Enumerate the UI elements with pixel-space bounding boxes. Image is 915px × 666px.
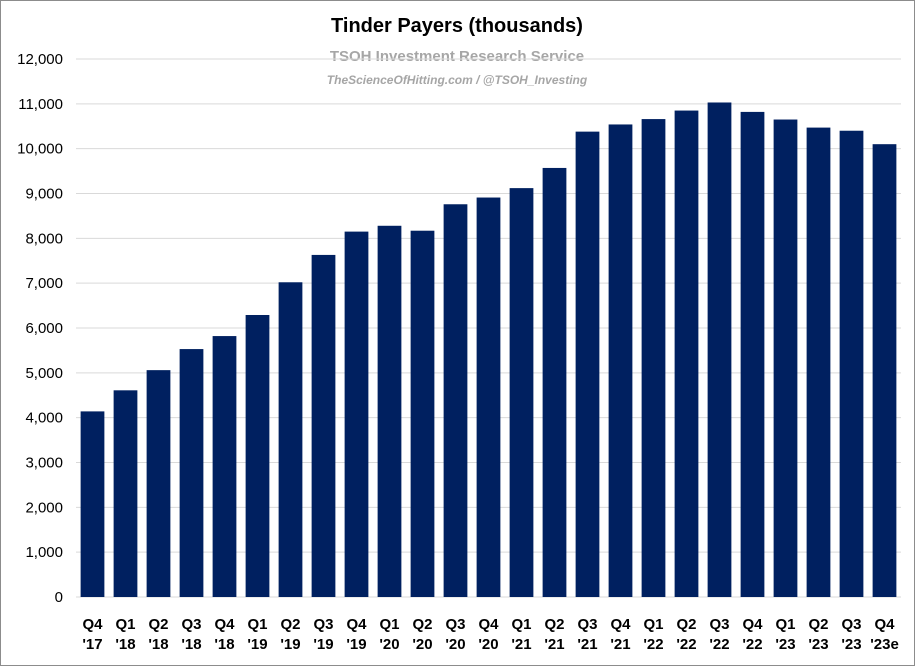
x-tick-label: '20 xyxy=(478,636,498,653)
x-tick-label: '22 xyxy=(742,636,762,653)
x-tick-label: '17 xyxy=(82,636,102,653)
y-tick-label: 6,000 xyxy=(25,320,63,337)
bar xyxy=(509,188,534,597)
x-tick-label: Q1 xyxy=(115,616,135,633)
x-tick-label: '21 xyxy=(577,636,597,653)
x-tick-label: Q2 xyxy=(676,616,696,633)
bar xyxy=(608,124,633,597)
y-axis: 0 1,000 2,000 3,000 4,000 5,000 6,000 7,000 8,00… xyxy=(17,51,63,606)
x-tick-label: Q2 xyxy=(412,616,432,633)
watermark-subtitle: TheScienceOfHitting.com / @TSOH_Investin… xyxy=(327,73,588,87)
x-tick-label: '21 xyxy=(544,636,564,653)
x-tick-label: '20 xyxy=(379,636,399,653)
y-tick-label: 0 xyxy=(55,589,63,606)
x-tick-label: Q2 xyxy=(544,616,564,633)
bar xyxy=(377,225,402,597)
bar xyxy=(641,119,666,598)
x-tick-label: Q4 xyxy=(610,616,631,633)
x-tick-label: Q4 xyxy=(478,616,499,633)
bar xyxy=(773,119,798,598)
bar xyxy=(542,167,567,597)
y-tick-label: 2,000 xyxy=(25,499,63,516)
x-tick-label: Q4 xyxy=(214,616,235,633)
x-tick-label: '22 xyxy=(709,636,729,653)
bar xyxy=(179,349,204,597)
x-tick-label: '19 xyxy=(346,636,366,653)
bar xyxy=(311,254,336,597)
x-tick-label: Q1 xyxy=(511,616,531,633)
bar xyxy=(80,411,105,597)
y-tick-label: 5,000 xyxy=(25,365,63,382)
x-tick-label: Q4 xyxy=(346,616,367,633)
y-tick-label: 9,000 xyxy=(25,186,63,203)
y-tick-label: 8,000 xyxy=(25,230,63,247)
x-tick-label: '18 xyxy=(181,636,201,653)
bar xyxy=(113,390,138,597)
x-tick-label: '20 xyxy=(412,636,432,653)
x-tick-label: Q1 xyxy=(643,616,663,633)
bar xyxy=(806,127,831,597)
x-tick-label: '23 xyxy=(775,636,795,653)
bar xyxy=(575,131,600,597)
bar xyxy=(212,336,237,597)
x-tick-label: '23e xyxy=(870,636,899,653)
y-tick-label: 1,000 xyxy=(25,544,63,561)
bar xyxy=(839,130,864,597)
x-axis: Q4 '17 Q1 '18 Q2 '18 Q3 '18 Q4 '18 Q1 '19 Q2 '19 Q3 '19… xyxy=(82,616,898,653)
bar xyxy=(410,230,435,597)
bar xyxy=(245,314,270,597)
x-tick-label: '18 xyxy=(214,636,234,653)
x-tick-label: Q3 xyxy=(181,616,201,633)
bar xyxy=(476,197,501,597)
x-tick-label: Q4 xyxy=(742,616,763,633)
bar xyxy=(443,204,468,597)
x-tick-label: '19 xyxy=(247,636,267,653)
x-tick-label: Q4 xyxy=(82,616,103,633)
x-tick-label: '18 xyxy=(148,636,168,653)
bar xyxy=(872,144,897,597)
x-tick-label: Q2 xyxy=(148,616,168,633)
bar xyxy=(344,231,369,597)
bars xyxy=(80,102,897,598)
y-tick-label: 12,000 xyxy=(17,51,63,68)
y-tick-label: 4,000 xyxy=(25,410,63,427)
x-tick-label: Q1 xyxy=(247,616,267,633)
x-tick-label: '22 xyxy=(676,636,696,653)
x-tick-label: Q1 xyxy=(775,616,795,633)
x-tick-label: '21 xyxy=(610,636,630,653)
bar xyxy=(674,110,699,597)
bar xyxy=(740,111,765,598)
x-tick-label: '23 xyxy=(841,636,861,653)
y-tick-label: 7,000 xyxy=(25,275,63,292)
x-tick-label: Q1 xyxy=(379,616,399,633)
y-tick-label: 10,000 xyxy=(17,141,63,158)
x-tick-label: Q3 xyxy=(313,616,333,633)
y-tick-label: 11,000 xyxy=(18,96,63,113)
bar xyxy=(707,102,732,597)
watermark-title: TSOH Investment Research Service xyxy=(330,48,584,65)
x-tick-label: '19 xyxy=(280,636,300,653)
bar xyxy=(146,370,171,597)
x-tick-label: '18 xyxy=(115,636,135,653)
bar xyxy=(278,282,303,597)
x-tick-label: Q4 xyxy=(874,616,895,633)
x-tick-label: Q3 xyxy=(445,616,465,633)
x-tick-label: '19 xyxy=(313,636,333,653)
y-tick-label: 3,000 xyxy=(25,455,63,472)
x-tick-label: Q3 xyxy=(841,616,861,633)
x-tick-label: '23 xyxy=(808,636,828,653)
x-tick-label: Q2 xyxy=(280,616,300,633)
x-tick-label: '22 xyxy=(643,636,663,653)
x-tick-label: '20 xyxy=(445,636,465,653)
x-tick-label: Q2 xyxy=(808,616,828,633)
x-tick-label: Q3 xyxy=(709,616,729,633)
x-tick-label: '21 xyxy=(511,636,531,653)
x-tick-label: Q3 xyxy=(577,616,597,633)
chart-title: Tinder Payers (thousands) xyxy=(331,15,583,37)
